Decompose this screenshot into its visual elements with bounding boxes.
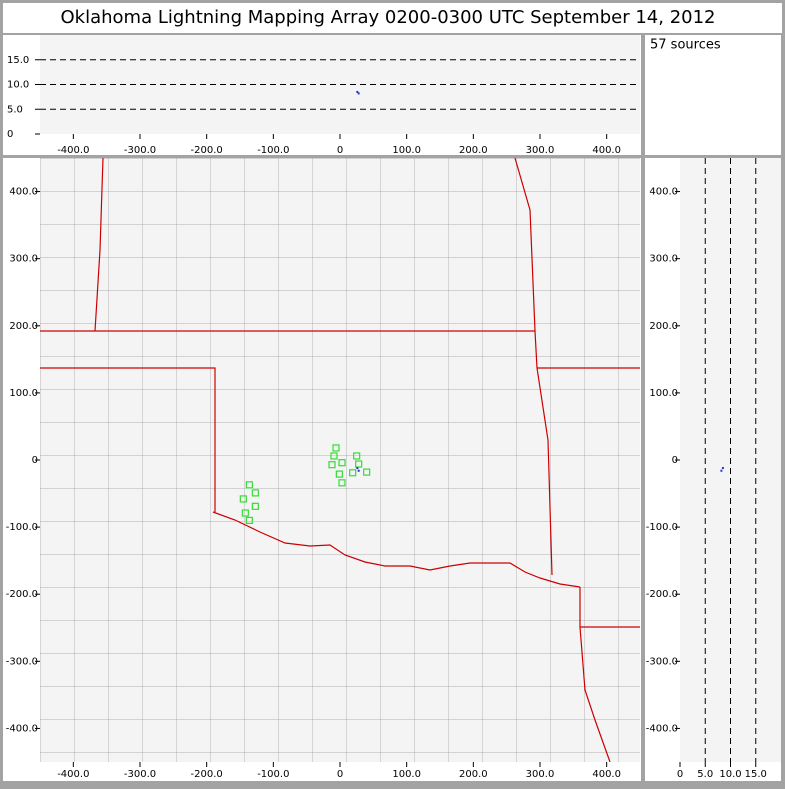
state-border [579,626,611,762]
station [355,460,363,468]
x-tick-label: -400.0 [57,145,89,156]
station [349,469,357,477]
count-panel [645,35,781,155]
y-tick-label: 0 [7,129,13,140]
source [357,469,360,472]
state-border [94,158,104,332]
x-tick-label: -300.0 [124,769,156,780]
station [330,452,338,460]
x-tick-label: 100.0 [392,769,421,780]
station [332,444,340,452]
station [245,516,253,525]
x-tick-label: 400.0 [592,769,621,780]
y-tick-label: 100.0 [649,388,678,399]
y-tick-label: 200.0 [9,321,38,332]
source [356,90,359,93]
x-tick-label: 300.0 [526,769,555,780]
y-tick-label: 300.0 [9,254,38,265]
station [353,452,361,460]
station [338,459,346,467]
y-tick-label: 5.0 [7,104,23,115]
x-tick-label: 200.0 [459,769,488,780]
x-tick-label: -200.0 [191,769,223,780]
state-border [40,367,216,512]
source [720,469,723,472]
source-count: 57 sources [650,38,721,53]
x-tick-label: 15.0 [745,769,767,780]
y-tick-label: 300.0 [649,254,678,265]
y-tick-label: -300.0 [646,656,678,667]
station [245,481,253,489]
y-tick-label: 10.0 [7,80,29,91]
x-tick-label: 300.0 [526,145,555,156]
y-tick-label: 200.0 [649,321,678,332]
source [357,92,360,95]
y-tick-label: -100.0 [646,522,678,533]
y-tick-label: -300.0 [6,656,38,667]
y-tick-label: -100.0 [6,522,38,533]
y-tick-label: 0 [672,455,678,466]
x-tick-label: -100.0 [257,145,289,156]
station [239,495,247,503]
station [251,502,259,510]
y-tick-label: -200.0 [646,589,678,600]
station [251,489,259,497]
y-tick-label: 400.0 [649,187,678,198]
x-tick-label: -400.0 [57,769,89,780]
source [721,467,724,470]
y-tick-label: -400.0 [6,723,38,734]
source [356,467,359,470]
y-tick-label: 15.0 [7,55,29,66]
station [363,468,371,476]
x-tick-label: 100.0 [392,145,421,156]
state-border [514,158,553,576]
title-bar [3,3,782,33]
x-tick-label: 400.0 [592,145,621,156]
y-tick-label: 0 [32,455,38,466]
x-tick-label: 5.0 [697,769,713,780]
x-tick-label: -300.0 [124,145,156,156]
station [241,509,249,517]
x-tick-label: 0 [337,769,343,780]
x-tick-label: -100.0 [257,769,289,780]
station [328,461,336,469]
x-tick-label: -200.0 [191,145,223,156]
x-tick-label: 200.0 [459,145,488,156]
station [338,479,346,487]
y-tick-label: -400.0 [646,723,678,734]
title: Oklahoma Lightning Mapping Array 0200-03… [61,7,716,28]
state-borders [40,158,640,762]
x-tick-label: 10.0 [719,769,741,780]
station [335,470,343,478]
y-tick-label: 100.0 [9,388,38,399]
y-tick-label: 400.0 [9,187,38,198]
x-tick-label: 0 [337,145,343,156]
state-border [212,511,581,588]
y-tick-label: -200.0 [6,589,38,600]
x-tick-label: 0 [677,769,683,780]
